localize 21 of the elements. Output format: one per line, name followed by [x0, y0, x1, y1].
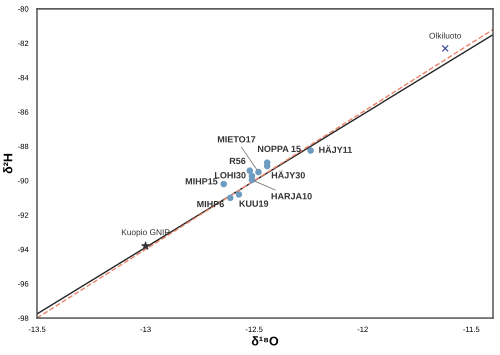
- annotation: LOHI30: [214, 172, 246, 178]
- annotation: Kuopio GNIP: [122, 229, 170, 237]
- annotation: HÄJY11: [319, 145, 352, 154]
- annotation: HÄJY30: [272, 170, 305, 178]
- annotation: R56: [230, 158, 246, 164]
- point: [227, 194, 234, 202]
- point: [307, 147, 314, 154]
- y-axis-title: δ²H: [3, 154, 12, 174]
- point: [442, 44, 449, 52]
- annotation: MIETO17: [218, 136, 256, 142]
- point: [255, 168, 262, 176]
- annotation: MIHP15: [186, 178, 218, 185]
- point: [141, 242, 150, 250]
- annotation: Olkiluoto: [429, 32, 462, 39]
- point: [220, 180, 227, 188]
- point: [246, 167, 254, 174]
- point: [236, 191, 242, 198]
- annotation: NOPPA 15: [258, 146, 301, 152]
- annotation: KUU19: [240, 200, 268, 207]
- annotation: HARJA10: [272, 193, 312, 200]
- x-axis-title: δ¹⁸O: [252, 336, 278, 346]
